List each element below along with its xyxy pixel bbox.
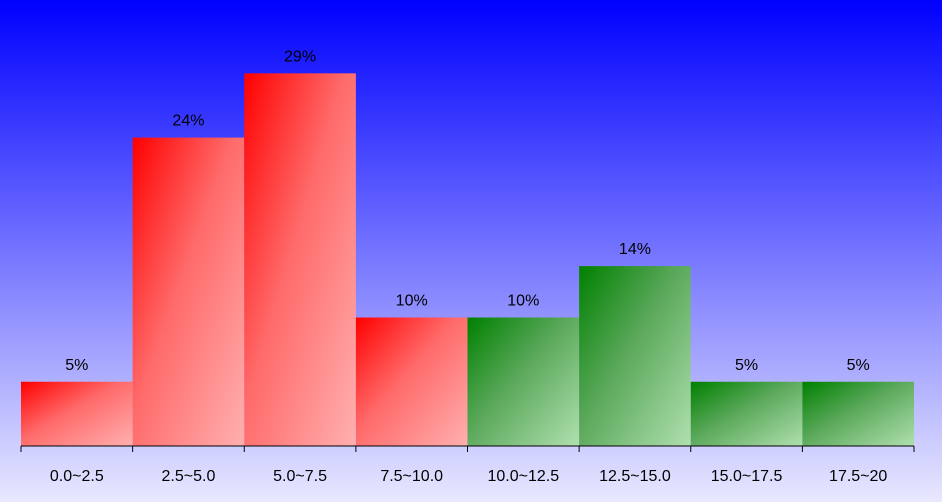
bar-17.5~20 bbox=[802, 381, 915, 446]
bar-15.0~17.5 bbox=[690, 381, 803, 446]
data-label: 5% bbox=[735, 357, 758, 374]
data-label: 24% bbox=[172, 113, 204, 130]
bars bbox=[21, 73, 915, 446]
bar-0.0~2.5 bbox=[21, 381, 133, 446]
x-tick-label: 0.0~2.5 bbox=[50, 468, 104, 485]
data-label: 14% bbox=[619, 241, 651, 258]
x-tick-label: 7.5~10.0 bbox=[380, 468, 443, 485]
x-axis: 0.0~2.5 2.5~5.0 5.0~7.5 7.5~10.0 10.0~12.5 12… bbox=[20, 445, 915, 485]
bar-12.5~15.0 bbox=[579, 266, 691, 446]
x-tick-label: 10.0~12.5 bbox=[487, 468, 559, 485]
data-labels: 5% 24% 29% 10% 10% 14% 5% 5% bbox=[65, 48, 870, 373]
bar-2.5~5.0 bbox=[132, 137, 245, 446]
data-label: 5% bbox=[65, 357, 88, 374]
x-tick-label: 15.0~17.5 bbox=[711, 468, 783, 485]
bar-5.0~7.5 bbox=[244, 73, 356, 446]
x-tick-label: 5.0~7.5 bbox=[273, 468, 327, 485]
bar-7.5~10.0 bbox=[355, 317, 468, 446]
x-tick-label: 2.5~5.0 bbox=[162, 468, 216, 485]
data-label: 5% bbox=[847, 357, 870, 374]
x-tick-label: 17.5~20 bbox=[829, 468, 887, 485]
data-label: 29% bbox=[284, 48, 316, 65]
x-tick-label: 12.5~15.0 bbox=[599, 468, 671, 485]
data-label: 10% bbox=[396, 293, 428, 310]
bar-10.0~12.5 bbox=[467, 317, 580, 446]
data-label: 10% bbox=[507, 293, 539, 310]
